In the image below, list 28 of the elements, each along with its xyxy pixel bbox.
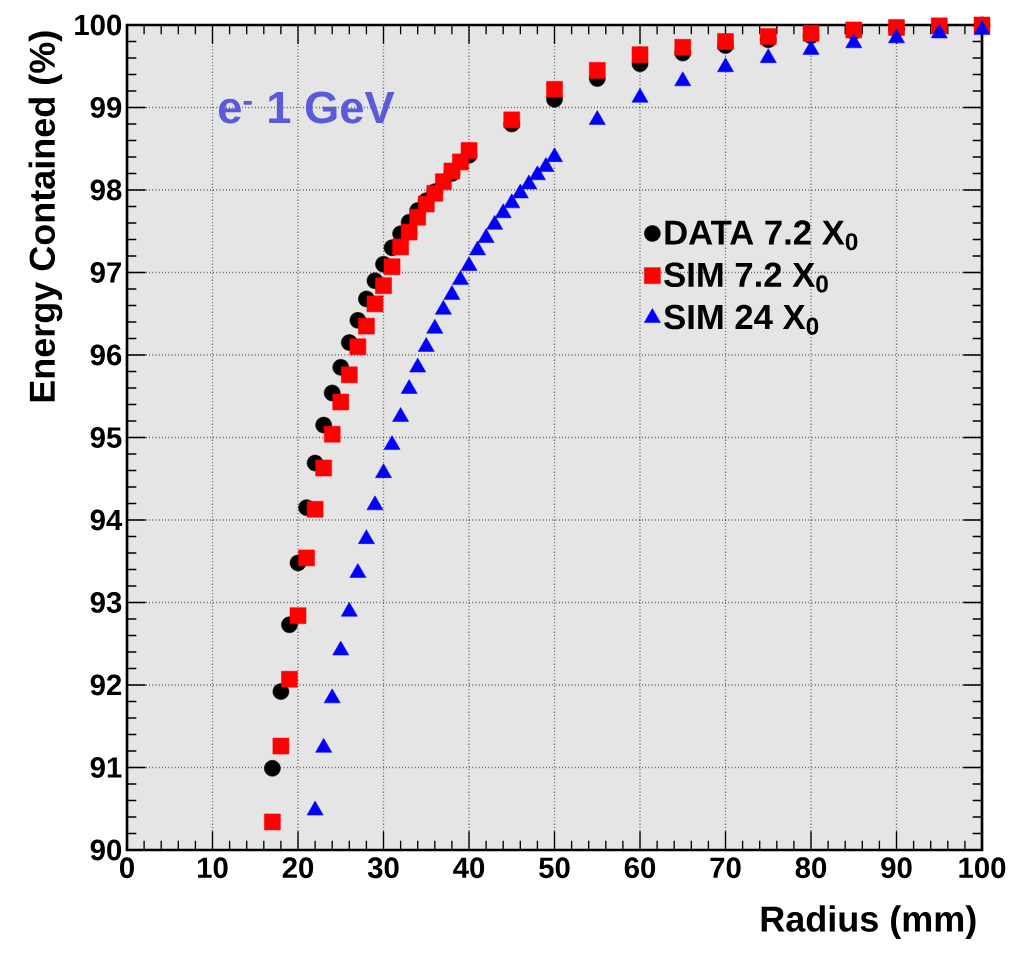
y-tick-label: 95: [90, 427, 122, 448]
legend-label: DATA 7.2 X$_{0}$: [665, 220, 858, 251]
legend-label: SIM 7.2 X$_{0}$: [664, 262, 828, 293]
x-tick-label: 40: [453, 857, 485, 879]
y-tick-label: 100: [75, 14, 122, 36]
y-tick-label: 96: [90, 344, 122, 366]
y-tick-label: 94: [90, 509, 123, 531]
x-axis-title: Radius (mm): [761, 905, 976, 939]
annotation: e$^{-}$ 1 GeV: [219, 91, 395, 124]
x-tick-label: 80: [795, 857, 827, 879]
x-tick-label: 100: [959, 857, 1006, 879]
x-tick-label: 90: [881, 857, 912, 879]
y-tick-label: 92: [90, 674, 122, 696]
x-tick-label: 60: [624, 857, 656, 879]
y-tick-label: 91: [90, 757, 122, 778]
x-tick-label: 70: [710, 857, 741, 879]
x-tick-label: 10: [198, 857, 228, 879]
y-tick-label: 98: [90, 179, 122, 201]
x-tick-label: 20: [282, 857, 314, 879]
x-tick-label: 50: [539, 857, 570, 879]
y-tick-label: 93: [90, 592, 122, 613]
y-axis-title: Energy Contained (%): [28, 31, 63, 402]
y-tick-label: 97: [90, 262, 122, 283]
y-tick-label: 99: [90, 97, 122, 118]
y-tick-label: 90: [90, 839, 122, 861]
x-tick-label: 30: [367, 857, 399, 879]
x-tick-label: 0: [120, 857, 134, 879]
legend-label: SIM 24 X$_{0}$: [664, 304, 819, 335]
